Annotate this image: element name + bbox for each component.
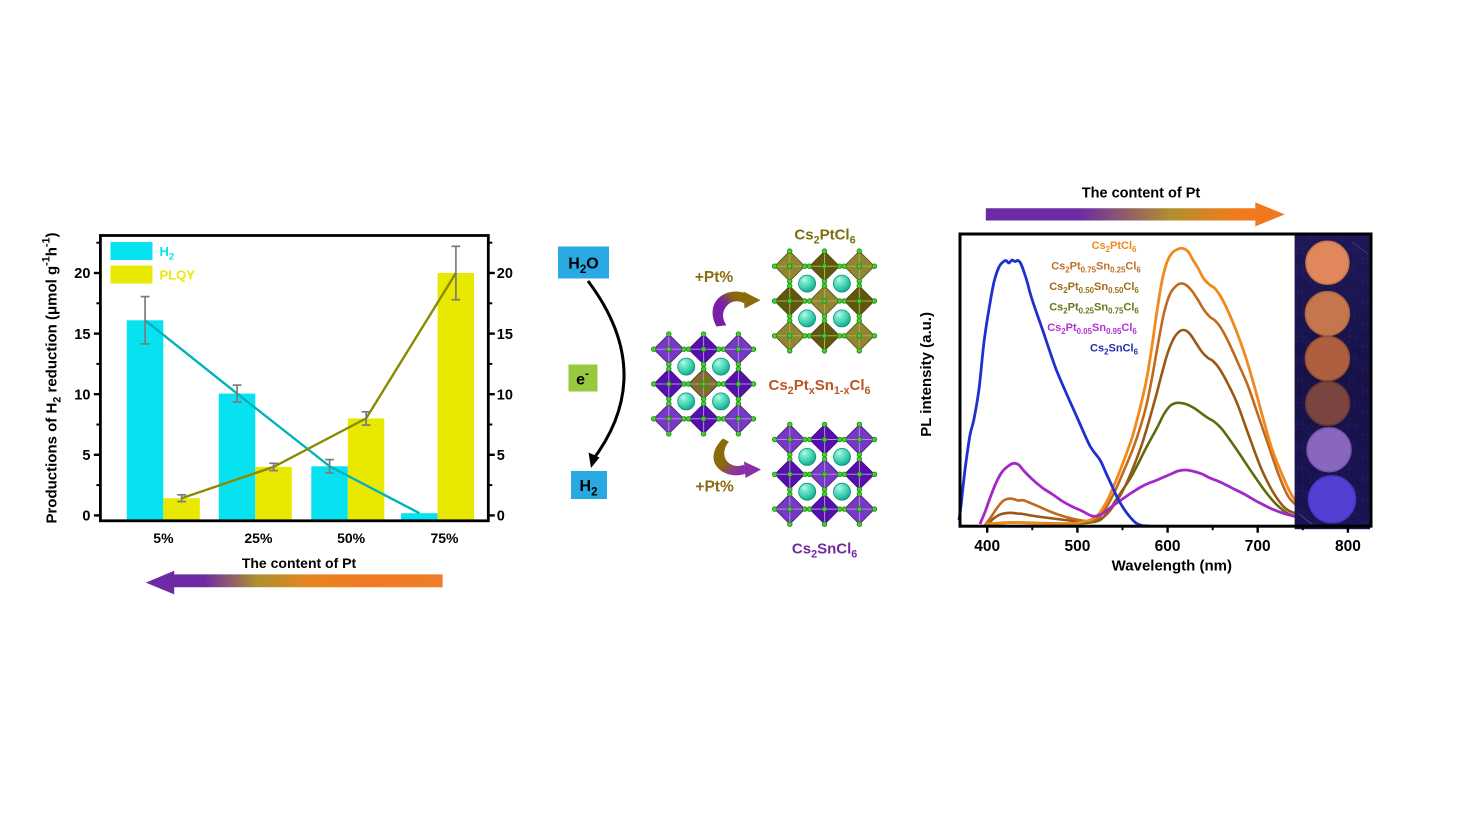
svg-text:50%: 50%: [337, 530, 366, 546]
svg-text:10: 10: [497, 387, 513, 403]
svg-text:The content of Pt: The content of Pt: [1082, 186, 1201, 202]
svg-text:The content of Pt: The content of Pt: [242, 555, 357, 571]
svg-text:0: 0: [497, 509, 505, 525]
svg-text:Cs2PtxSn1-xCl6: Cs2PtxSn1-xCl6: [768, 377, 870, 397]
svg-text:15: 15: [74, 327, 90, 343]
svg-text:0: 0: [82, 509, 90, 525]
svg-text:25%: 25%: [244, 530, 273, 546]
svg-text:Cs2Pt0.75Sn0.25Cl6: Cs2Pt0.75Sn0.25Cl6: [1051, 261, 1141, 275]
svg-text:H2: H2: [160, 244, 175, 262]
svg-text:500: 500: [1064, 538, 1090, 555]
svg-text:400: 400: [974, 538, 1000, 555]
svg-text:700: 700: [1245, 538, 1271, 555]
svg-text:PL intensity (a.u.): PL intensity (a.u.): [918, 312, 935, 437]
svg-text:75%: 75%: [430, 530, 459, 546]
svg-text:Cs2SnCl6: Cs2SnCl6: [1090, 343, 1139, 357]
svg-text:+Pt%: +Pt%: [695, 479, 734, 496]
svg-text:20: 20: [74, 266, 90, 282]
svg-text:H2: H2: [580, 478, 598, 499]
svg-text:5: 5: [82, 448, 90, 464]
svg-text:H2O: H2O: [568, 256, 598, 277]
svg-text:20: 20: [497, 266, 513, 282]
svg-text:Wavelength (nm): Wavelength (nm): [1112, 558, 1232, 575]
svg-text:PLQY: PLQY: [160, 268, 196, 283]
svg-text:5: 5: [497, 448, 505, 464]
svg-text:Cs2Pt0.05Sn0.95Cl6: Cs2Pt0.05Sn0.95Cl6: [1047, 322, 1137, 336]
svg-text:10: 10: [74, 387, 90, 403]
svg-text:Cs2Pt0.50Sn0.50Cl6: Cs2Pt0.50Sn0.50Cl6: [1049, 281, 1139, 295]
svg-text:Cs2PtCl6: Cs2PtCl6: [1092, 240, 1137, 254]
svg-text:600: 600: [1155, 538, 1181, 555]
svg-text:800: 800: [1335, 538, 1361, 555]
svg-text:15: 15: [497, 327, 513, 343]
svg-text:Cs2SnCl6: Cs2SnCl6: [792, 541, 857, 561]
svg-text:5%: 5%: [153, 530, 174, 546]
svg-text:Cs2PtCl6: Cs2PtCl6: [794, 227, 855, 247]
svg-text:Cs2Pt0.25Sn0.75Cl6: Cs2Pt0.25Sn0.75Cl6: [1049, 302, 1139, 316]
svg-text:+Pt%: +Pt%: [695, 269, 734, 286]
svg-text:e-: e-: [576, 368, 589, 388]
svg-text:Productions of H2 reduction (μ: Productions of H2 reduction (μmol g-1h-1…: [41, 232, 64, 523]
